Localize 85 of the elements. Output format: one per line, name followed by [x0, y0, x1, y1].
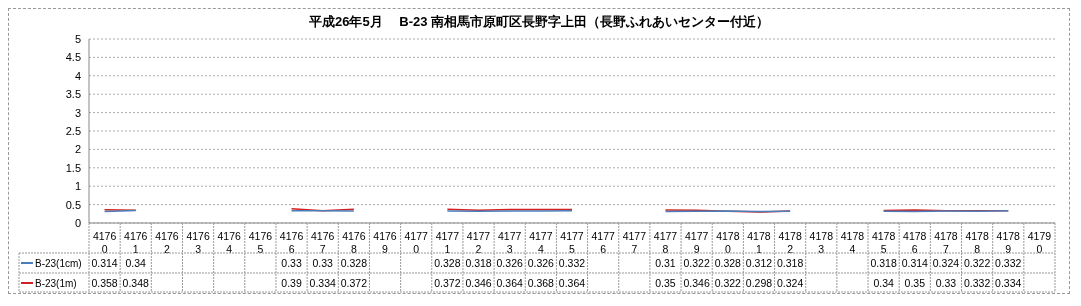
data-label: 0.372 [434, 277, 461, 289]
x-tick-label: 41775 [560, 230, 584, 256]
legend-label: B-23(1cm) [35, 258, 82, 269]
data-label: 0.332 [558, 257, 586, 269]
x-tick-label: 41788 [965, 230, 989, 256]
x-tick-label: 41784 [840, 230, 865, 256]
data-label: 0.328 [340, 257, 368, 269]
legend-label: B-23(1m) [35, 278, 77, 289]
x-tick-label: 41771 [435, 230, 460, 256]
data-label: 0.364 [558, 277, 586, 289]
data-label: 0.322 [963, 257, 991, 269]
data-label: 0.34 [873, 277, 894, 289]
data-label: 0.346 [683, 277, 710, 289]
data-label: 0.322 [714, 277, 742, 289]
data-label: 0.332 [995, 257, 1022, 269]
x-tick-label: 41779 [684, 230, 709, 256]
data-label: 0.318 [776, 257, 804, 269]
data-label: 0.312 [745, 257, 773, 269]
data-label: 0.31 [655, 257, 676, 269]
x-tick-label: 41762 [155, 230, 179, 256]
data-label: 0.318 [870, 257, 897, 269]
x-tick-label: 41769 [373, 230, 397, 256]
data-label: 0.33 [935, 277, 957, 289]
data-label: 0.334 [309, 277, 337, 289]
data-label: 0.368 [527, 277, 555, 289]
x-tick-label: 41770 [404, 230, 429, 256]
data-label: 0.33 [281, 257, 302, 269]
x-tick-label: 41774 [529, 230, 553, 256]
data-label: 0.318 [465, 257, 492, 269]
data-label: 0.328 [714, 257, 742, 269]
x-tick-label: 41786 [903, 230, 927, 256]
x-tick-label: 41776 [591, 230, 615, 256]
data-label: 0.346 [465, 277, 492, 289]
y-tick-label: 0.5 [65, 198, 81, 211]
x-tick-label: 41766 [279, 230, 304, 256]
data-label: 0.326 [527, 257, 555, 269]
x-tick-label: 41780 [716, 230, 740, 256]
data-label: 0.324 [932, 257, 960, 269]
data-label: 0.334 [995, 277, 1022, 289]
data-label: 0.34 [125, 257, 147, 269]
x-tick-label: 41783 [809, 230, 834, 256]
x-tick-label: 41778 [653, 230, 678, 256]
data-label: 0.364 [496, 277, 523, 289]
data-label: 0.39 [281, 277, 302, 289]
data-label: 0.372 [340, 277, 368, 289]
x-tick-label: 41787 [934, 230, 958, 256]
y-tick-label: 3 [74, 106, 81, 119]
y-tick-label: 2.5 [65, 124, 81, 137]
data-label: 0.358 [91, 277, 118, 289]
x-tick-label: 41764 [217, 230, 242, 256]
x-tick-label: 41777 [622, 230, 647, 256]
data-label: 0.332 [963, 277, 991, 289]
x-tick-label: 41768 [342, 230, 366, 256]
data-label: 0.348 [122, 277, 150, 289]
y-tick-label: 3.5 [65, 88, 81, 101]
y-tick-label: 4 [74, 69, 81, 82]
x-tick-label: 41772 [466, 230, 491, 256]
x-tick-label: 41785 [871, 230, 896, 256]
x-tick-label: 41760 [92, 230, 117, 256]
y-tick-label: 5 [74, 32, 81, 45]
x-tick-label: 41789 [996, 230, 1021, 256]
x-tick-label: 41761 [124, 230, 148, 256]
data-label: 0.328 [434, 257, 461, 269]
y-tick-label: 0 [74, 216, 81, 229]
data-label: 0.314 [91, 257, 118, 269]
y-tick-label: 4.5 [65, 51, 81, 64]
x-tick-label: 41782 [778, 230, 802, 256]
x-tick-label: 41790 [1027, 230, 1052, 256]
data-label: 0.298 [745, 277, 773, 289]
data-label: 0.322 [683, 257, 710, 269]
data-label: 0.324 [776, 277, 804, 289]
y-tick-label: 1.5 [65, 161, 81, 174]
data-label: 0.314 [901, 257, 929, 269]
y-tick-label: 2 [74, 143, 81, 156]
x-tick-label: 41765 [248, 230, 273, 256]
x-tick-label: 41781 [747, 230, 771, 256]
y-tick-label: 1 [74, 180, 81, 193]
x-tick-label: 41763 [186, 230, 210, 256]
data-label: 0.35 [904, 277, 926, 289]
chart-title: 平成26年5月 B-23 南相馬市原町区長野字上田（長野ふれあいセンター付近） [307, 13, 771, 31]
x-tick-label: 41773 [498, 230, 522, 256]
data-label: 0.35 [655, 277, 676, 289]
x-tick-label: 41767 [311, 230, 335, 256]
data-label: 0.326 [496, 257, 523, 269]
data-label: 0.33 [312, 257, 334, 269]
